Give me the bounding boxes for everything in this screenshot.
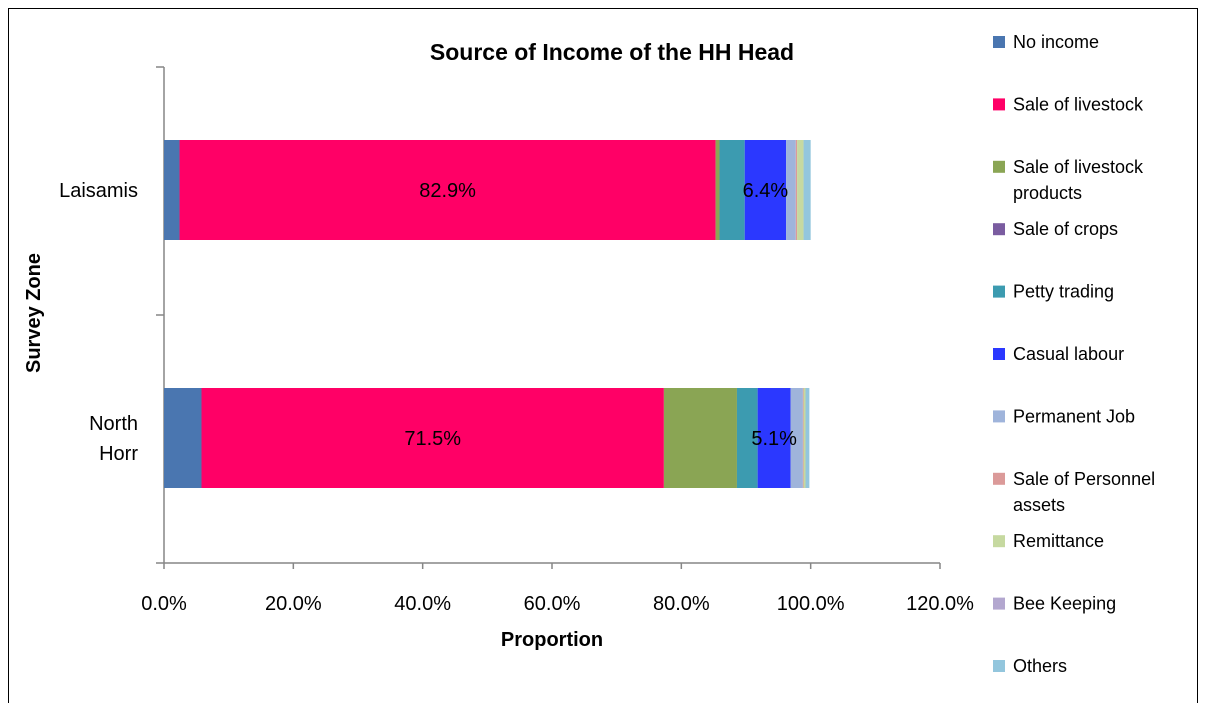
legend: No income Sale of livestock Sale of livest… bbox=[993, 32, 1155, 676]
x-tick-label: 80.0% bbox=[653, 593, 710, 615]
category-label: Horr bbox=[99, 443, 138, 465]
bar-segment-no-income bbox=[164, 388, 202, 488]
legend-label: Remittance bbox=[1013, 531, 1104, 551]
legend-swatch bbox=[993, 660, 1005, 672]
bar-segment-casual-labour bbox=[744, 140, 787, 240]
bar-segment-sale-of-personnel-assets bbox=[802, 388, 804, 488]
data-label: 6.4% bbox=[743, 180, 789, 202]
legend-swatch bbox=[993, 223, 1005, 236]
x-tick-label: 20.0% bbox=[265, 593, 322, 615]
legend-label: Casual labour bbox=[1013, 344, 1124, 364]
bar-segment-others bbox=[803, 140, 811, 240]
x-tick-label: 100.0% bbox=[777, 593, 845, 615]
data-label: 5.1% bbox=[751, 428, 797, 450]
legend-swatch bbox=[993, 160, 1005, 173]
legend-swatch bbox=[993, 36, 1005, 48]
legend-swatch bbox=[993, 535, 1005, 548]
legend-label: Sale of livestock bbox=[1013, 94, 1144, 114]
bar-segment-no-income bbox=[164, 140, 180, 240]
legend-label: Sale of crops bbox=[1013, 219, 1118, 239]
category-label: Laisamis bbox=[59, 180, 138, 202]
legend-label: Petty trading bbox=[1013, 282, 1114, 302]
bar-segment-permanent-job bbox=[786, 140, 796, 240]
legend-swatch bbox=[993, 98, 1005, 111]
bar-segment-casual-labour bbox=[757, 388, 791, 488]
legend-label: Others bbox=[1013, 656, 1067, 676]
legend-label: Bee Keeping bbox=[1013, 594, 1116, 614]
legend-label: products bbox=[1013, 183, 1082, 203]
legend-label: Sale of Personnel bbox=[1013, 469, 1155, 489]
legend-label: No income bbox=[1013, 32, 1099, 52]
bar-segment-sale-of-livestock bbox=[179, 140, 716, 240]
legend-swatch bbox=[993, 472, 1005, 485]
bar-segment-sale-of-personnel-assets bbox=[795, 140, 798, 240]
x-tick-label: 120.0% bbox=[906, 593, 974, 615]
legend-swatch bbox=[993, 285, 1005, 298]
bar-segment-sale-of-livestock-products bbox=[715, 140, 720, 240]
bar-segment-remittance bbox=[803, 388, 806, 488]
bar-segment-petty-trading bbox=[719, 140, 745, 240]
legend-swatch bbox=[993, 597, 1005, 610]
legend-swatch bbox=[993, 348, 1005, 360]
x-tick-label: 40.0% bbox=[394, 593, 451, 615]
data-label: 71.5% bbox=[404, 428, 461, 450]
bar-segment-others bbox=[805, 388, 810, 488]
bar-segment-permanent-job bbox=[790, 388, 803, 488]
data-label: 82.9% bbox=[419, 180, 476, 202]
x-tick-label: 0.0% bbox=[141, 593, 187, 615]
chart-title: Source of Income of the HH Head bbox=[430, 39, 794, 65]
legend-label: Permanent Job bbox=[1013, 406, 1135, 426]
x-axis-title: Proportion bbox=[501, 629, 603, 651]
chart-frame bbox=[8, 8, 1198, 703]
bar-segment-sale-of-livestock bbox=[201, 388, 664, 488]
bar-segment-sale-of-livestock-products bbox=[663, 388, 737, 488]
x-tick-label: 60.0% bbox=[524, 593, 581, 615]
plot-area: 0.0% 20.0% 40.0% 60.0% 80.0% 100.0% 120.0% Lais… bbox=[59, 66, 974, 615]
legend-label: assets bbox=[1013, 495, 1065, 515]
legend-swatch bbox=[993, 410, 1005, 423]
bar-segment-remittance bbox=[797, 140, 804, 240]
y-axis-title: Survey Zone bbox=[23, 253, 45, 373]
bar-segment-petty-trading bbox=[736, 388, 758, 488]
category-label: North bbox=[89, 413, 138, 435]
legend-label: Sale of livestock bbox=[1013, 157, 1144, 177]
